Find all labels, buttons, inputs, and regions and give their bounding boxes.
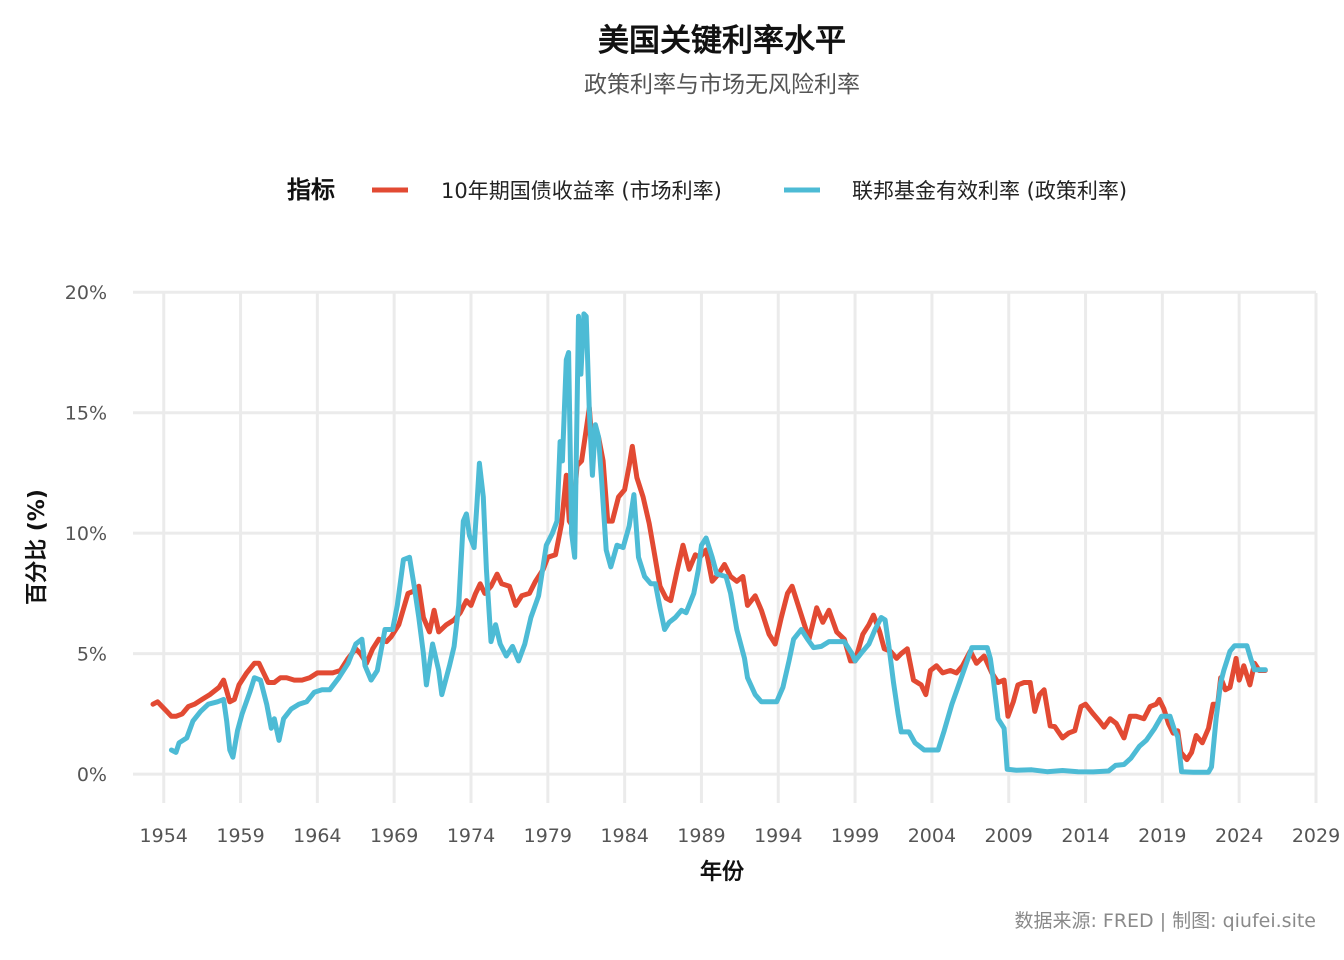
- legend-label-treasury-10y: 10年期国债收益率 (市场利率): [441, 179, 722, 203]
- x-tick-label-2019: 2019: [1138, 825, 1186, 847]
- legend-label-fed-funds: 联邦基金有效利率 (政策利率): [852, 179, 1127, 203]
- x-tick-label-1994: 1994: [754, 825, 802, 847]
- x-tick-label-2014: 2014: [1061, 825, 1109, 847]
- x-tick-label-2024: 2024: [1215, 825, 1263, 847]
- y-tick-label-5: 5%: [77, 644, 107, 666]
- legend-title: 指标: [287, 176, 335, 204]
- x-tick-label-1964: 1964: [293, 825, 341, 847]
- horizontal-gridlines: [133, 290, 1316, 776]
- x-tick-label-1969: 1969: [370, 825, 418, 847]
- y-tick-label-10: 10%: [65, 523, 107, 545]
- y-axis-title: 百分比 (%): [25, 489, 50, 605]
- y-tick-label-15: 15%: [65, 403, 107, 425]
- chart-title: 美国关键利率水平: [598, 23, 846, 59]
- y-tick-labels: 0% 5% 10% 15% 20%: [65, 282, 107, 786]
- x-tick-labels: 1954 1959 1964 1969 1974 1979 1984 1989 1994 1999…: [140, 825, 1341, 847]
- x-tick-label-1989: 1989: [677, 825, 725, 847]
- y-tick-label-20: 20%: [65, 282, 107, 304]
- x-tick-label-1984: 1984: [600, 825, 648, 847]
- x-tick-label-1999: 1999: [831, 825, 879, 847]
- series-lines: [150, 311, 1268, 775]
- x-tick-label-1959: 1959: [216, 825, 264, 847]
- x-tick-label-2029: 2029: [1292, 825, 1340, 847]
- fed-funds-line: [168, 311, 1268, 775]
- x-tick-label-2009: 2009: [985, 825, 1033, 847]
- treasury-10y-line: [150, 405, 1268, 763]
- y-tick-label-0: 0%: [77, 764, 107, 786]
- x-tick-label-1979: 1979: [524, 825, 572, 847]
- vertical-gridlines: [162, 293, 1318, 803]
- x-tick-label-2004: 2004: [908, 825, 956, 847]
- legend: 指标 10年期国债收益率 (市场利率) 联邦基金有效利率 (政策利率): [287, 176, 1127, 204]
- source-caption: 数据来源: FRED | 制图: qiufei.site: [1014, 910, 1316, 932]
- chart-subtitle: 政策利率与市场无风险利率: [584, 72, 860, 98]
- x-tick-label-1974: 1974: [447, 825, 495, 847]
- x-axis-title: 年份: [700, 859, 745, 885]
- x-tick-label-1954: 1954: [140, 825, 188, 847]
